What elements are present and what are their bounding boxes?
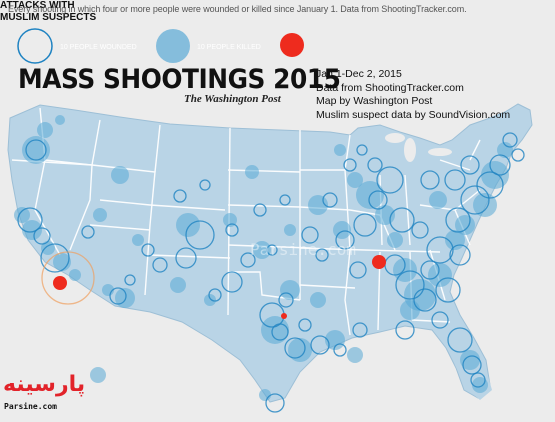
legend (17, 28, 304, 64)
map-title: MASS SHOOTINGS 2015 (18, 64, 341, 95)
legend-wounded-label: 10 PEOPLE WOUNDED (60, 44, 137, 51)
great-lakes (385, 133, 452, 162)
info-block: Jan 1-Dec 2, 2015 Data from ShootingTrac… (316, 68, 510, 122)
wounded-markers (17, 132, 525, 413)
info-dates: Jan 1-Dec 2, 2015 (316, 68, 402, 80)
muslim-attack-chattanooga (372, 255, 386, 269)
muslim-attack-markers (53, 255, 386, 319)
watermark: Parsine.com (250, 240, 356, 259)
washington-post-byline: The Washington Post (184, 93, 281, 105)
muslim-attack-san-bernardino (53, 276, 67, 290)
info-muslim-credit: Muslim suspect data by SoundVision.com (316, 108, 511, 121)
muslim-attack-garland (281, 313, 287, 319)
legend-muslim-label: ATTACKS WITH MUSLIM SUSPECTS (0, 0, 97, 23)
parsine-logo-site: Parsine.com (4, 402, 57, 411)
parsine-logo: پارسینه (3, 372, 86, 397)
header-note: Every shooting in which four or more peo… (8, 4, 467, 14)
legend-killed-icon (156, 29, 190, 63)
legend-killed-label: 10 PEOPLE KILLED (197, 44, 261, 51)
legend-wounded-icon (17, 28, 53, 64)
info-source: Data from ShootingTracker.com (316, 81, 464, 94)
legend-muslim-icon (280, 33, 304, 57)
info-map-credit: Map by Washington Post (316, 95, 433, 107)
